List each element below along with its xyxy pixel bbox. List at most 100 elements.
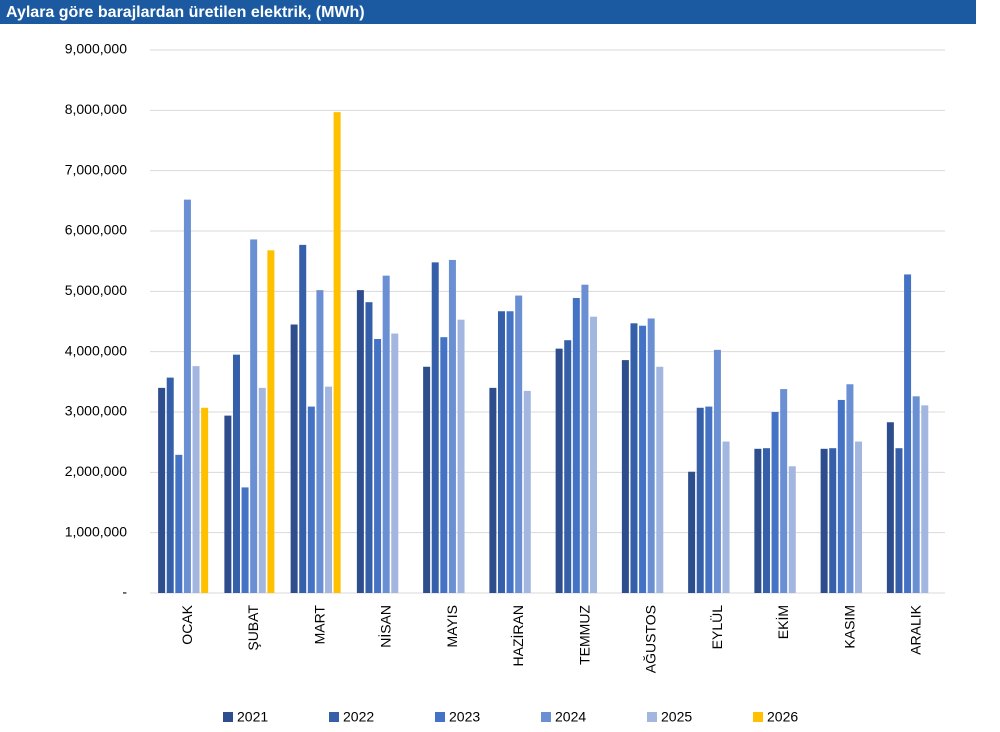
- bar: [241, 487, 249, 593]
- y-tick-label: 6,000,000: [65, 222, 127, 238]
- x-tick-label: MART: [311, 605, 327, 645]
- bar: [762, 448, 770, 593]
- bar: [829, 448, 837, 593]
- legend-label: 2021: [237, 709, 268, 725]
- bar: [886, 422, 894, 593]
- legend-label: 2024: [555, 709, 586, 725]
- bar: [307, 406, 315, 593]
- y-tick-label: -: [122, 584, 127, 600]
- x-tick-label: AĞUSTOS: [643, 605, 659, 673]
- bar: [846, 384, 854, 593]
- bar: [391, 333, 399, 593]
- y-tick-label: 9,000,000: [65, 41, 127, 57]
- legend-swatch: [753, 712, 763, 722]
- bar: [639, 325, 647, 593]
- legend-swatch: [435, 712, 445, 722]
- bar: [581, 284, 589, 593]
- x-tick-label: KASIM: [841, 605, 857, 649]
- bar: [912, 396, 920, 593]
- x-tick-label: NİSAN: [377, 605, 394, 648]
- bar: [722, 441, 730, 593]
- legend-label: 2023: [449, 709, 480, 725]
- bar: [299, 244, 307, 594]
- legend-swatch: [223, 712, 233, 722]
- bar: [705, 406, 713, 593]
- bar: [895, 448, 903, 593]
- bar: [183, 199, 191, 594]
- bar: [621, 360, 629, 593]
- bar: [515, 295, 523, 593]
- x-tick-label: EYLÜL: [708, 605, 725, 650]
- bar: [423, 366, 431, 593]
- bar: [788, 466, 796, 593]
- bar: [630, 323, 638, 593]
- bar: [374, 338, 382, 593]
- x-tick-label: EKİM: [774, 605, 791, 639]
- legend-swatch: [541, 712, 551, 722]
- bar: [166, 377, 174, 593]
- x-tick-label: MAYIS: [444, 605, 460, 648]
- bar: [837, 399, 845, 593]
- bar: [457, 319, 465, 593]
- y-tick-label: 2,000,000: [65, 463, 127, 479]
- bar: [696, 407, 704, 593]
- bar: [904, 274, 912, 593]
- bar: [365, 302, 373, 593]
- bar: [440, 337, 448, 593]
- bar: [201, 407, 209, 593]
- bar: [489, 387, 497, 593]
- bar: [192, 366, 200, 593]
- legend-label: 2022: [343, 709, 374, 725]
- bar: [316, 290, 324, 593]
- bar: [506, 311, 514, 593]
- bar: [523, 390, 531, 593]
- bar: [356, 290, 364, 593]
- bar: [382, 275, 390, 593]
- x-tick-label: ARALIK: [908, 604, 924, 654]
- bar: [224, 415, 232, 593]
- bar: [590, 316, 598, 593]
- bar: [267, 250, 275, 593]
- y-tick-label: 5,000,000: [65, 282, 127, 298]
- bar: [258, 387, 266, 593]
- bar: [232, 354, 240, 593]
- y-tick-label: 7,000,000: [65, 161, 127, 177]
- bar: [448, 259, 456, 593]
- x-tick-label: TEMMUZ: [576, 605, 592, 665]
- x-tick-label: ŞUBAT: [245, 605, 261, 651]
- bar: [290, 324, 298, 593]
- bar: [325, 386, 333, 593]
- legend-swatch: [647, 712, 657, 722]
- bar: [497, 311, 505, 593]
- legend-label: 2025: [661, 709, 692, 725]
- legend-label: 2026: [767, 709, 798, 725]
- legend-swatch: [329, 712, 339, 722]
- bar: [333, 112, 341, 593]
- y-tick-label: 4,000,000: [65, 342, 127, 358]
- bar: [713, 349, 721, 593]
- x-tick-label: OCAK: [179, 604, 195, 644]
- bar: [921, 405, 929, 593]
- bar: [572, 297, 580, 593]
- bar: [647, 318, 655, 593]
- bar: [688, 471, 696, 593]
- y-tick-label: 8,000,000: [65, 101, 127, 117]
- bar: [855, 441, 863, 593]
- bar: [158, 387, 166, 593]
- y-tick-label: 3,000,000: [65, 403, 127, 419]
- title-bar: [0, 0, 976, 24]
- bar: [780, 389, 788, 593]
- bar: [820, 448, 828, 593]
- bar: [250, 239, 258, 594]
- chart-title: Aylara göre barajlardan üretilen elektri…: [6, 4, 365, 21]
- bar: [771, 412, 779, 593]
- y-tick-label: 1,000,000: [65, 523, 127, 539]
- bar: [656, 366, 664, 593]
- bar: [564, 340, 572, 593]
- bar: [754, 448, 762, 593]
- x-tick-label: HAZİRAN: [509, 605, 526, 666]
- bar: [555, 348, 563, 593]
- bar: [431, 262, 439, 593]
- bar: [175, 454, 183, 593]
